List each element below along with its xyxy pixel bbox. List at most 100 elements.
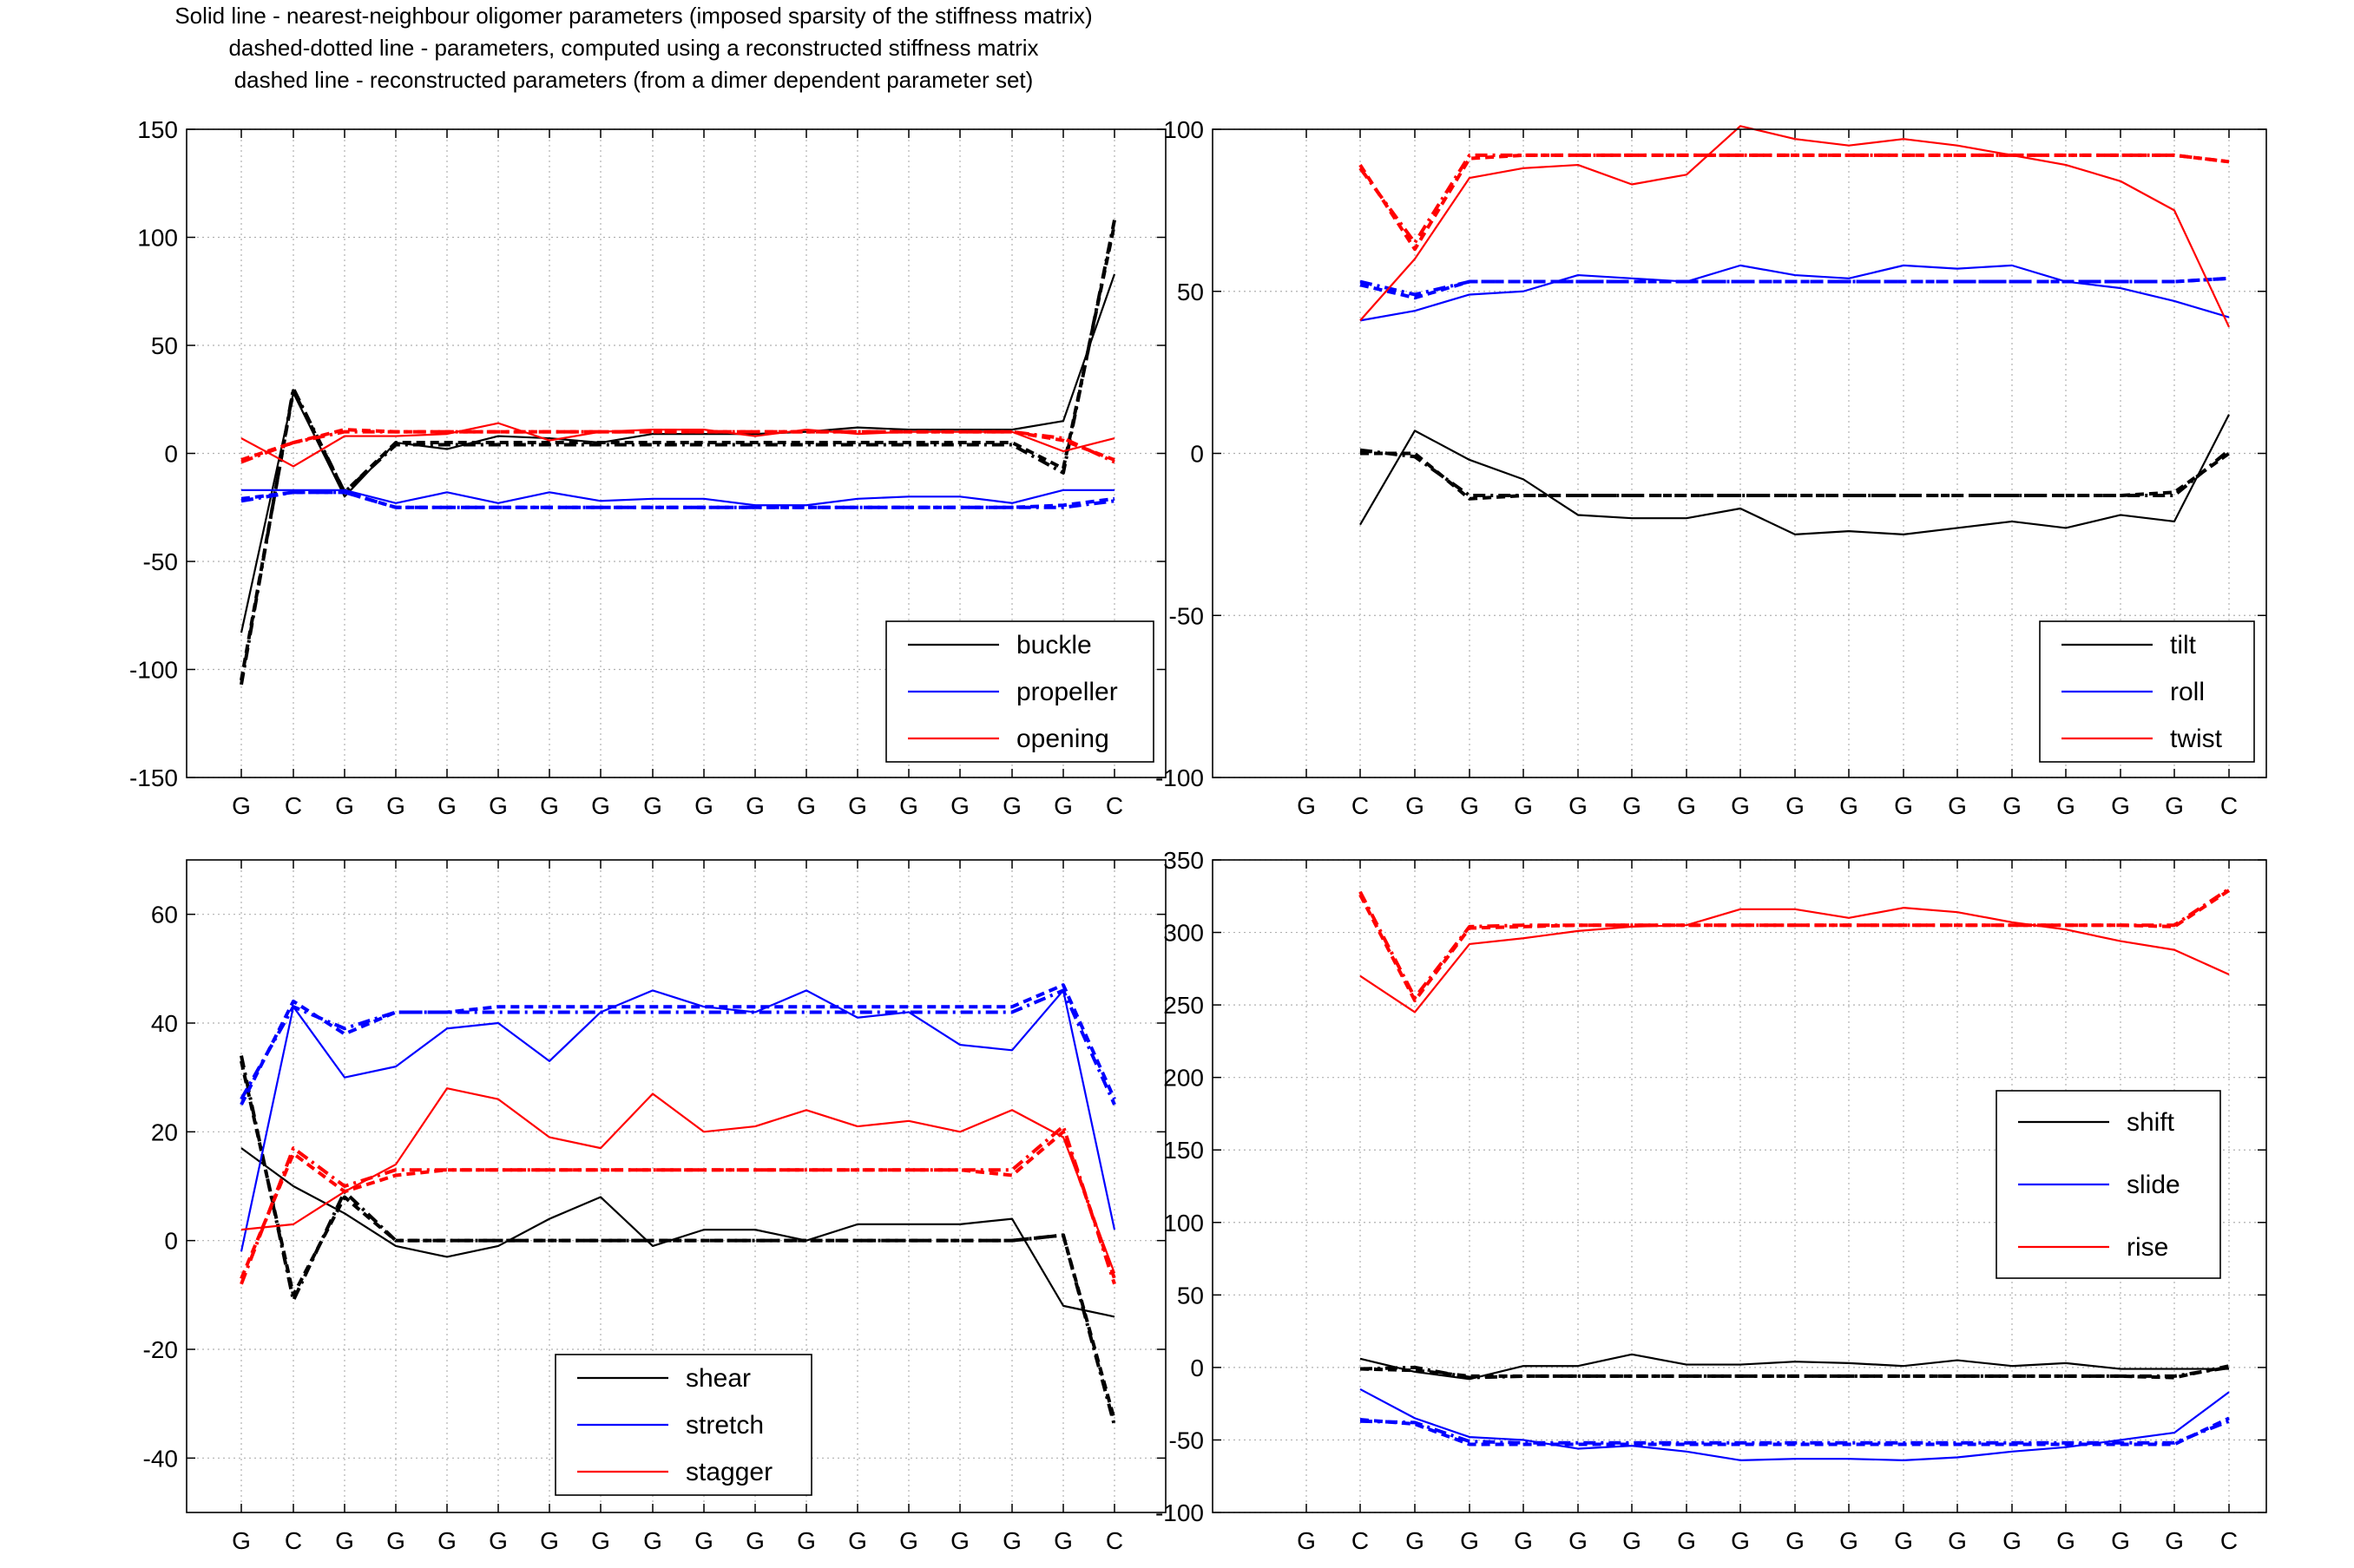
x-tick-label: C — [2220, 1527, 2238, 1554]
legend-label-opening: opening — [1016, 725, 1109, 753]
x-tick-label: G — [2002, 792, 2022, 819]
x-tick-label: G — [643, 1527, 662, 1554]
y-tick-label: -50 — [1169, 602, 1204, 629]
series-shear-dashdot — [240, 1055, 1116, 1427]
y-tick-label: -40 — [143, 1445, 178, 1472]
y-tick-label: -100 — [1155, 764, 1204, 791]
x-tick-label: G — [694, 792, 713, 819]
x-tick-label: G — [746, 792, 765, 819]
y-tick-label: 350 — [1163, 847, 1204, 874]
axes-frame — [1212, 859, 2267, 1513]
legend-label-shear: shear — [686, 1364, 751, 1393]
x-tick-label: G — [1622, 792, 1641, 819]
x-tick-label: G — [1894, 1527, 1913, 1554]
x-tick-label: G — [1948, 792, 1967, 819]
x-tick-label: G — [848, 1527, 867, 1554]
x-tick-label: G — [489, 792, 508, 819]
x-tick-label: G — [1839, 1527, 1858, 1554]
x-tick-label: G — [950, 1527, 970, 1554]
x-tick-label: G — [1785, 1527, 1805, 1554]
series-buckle-dashdot — [240, 220, 1116, 686]
x-tick-label: G — [2002, 1527, 2022, 1554]
x-tick-label: G — [1297, 792, 1316, 819]
legend-label-twist: twist — [2170, 725, 2223, 753]
x-tick-label: G — [2111, 792, 2130, 819]
series-slide-dashdot — [1359, 1419, 2230, 1445]
x-tick-label: G — [232, 1527, 251, 1554]
x-tick-label: G — [386, 1527, 405, 1554]
y-tick-label: 50 — [1177, 1282, 1204, 1309]
figure-title: Solid line - nearest-neighbour oligomer … — [0, 0, 1267, 96]
x-tick-label: G — [1948, 1527, 1967, 1554]
x-tick-label: G — [489, 1527, 508, 1554]
legend-label-stagger: stagger — [686, 1458, 773, 1486]
legend: buckle propeller opening — [885, 620, 1154, 763]
series-stretch-dashdot — [240, 988, 1116, 1105]
series-rise-dashdot — [1358, 887, 2231, 1000]
y-tick-label: 100 — [1163, 1210, 1204, 1237]
x-tick-label: C — [1351, 1527, 1369, 1554]
y-tick-label: 0 — [1190, 441, 1204, 468]
x-tick-label: G — [1894, 792, 1913, 819]
y-tick-label: 300 — [1163, 920, 1204, 947]
x-tick-label: G — [848, 792, 867, 819]
y-tick-label: 50 — [151, 332, 178, 359]
x-tick-label: C — [1351, 792, 1369, 819]
x-tick-label: G — [1568, 1527, 1588, 1554]
x-tick-label: G — [2165, 792, 2184, 819]
y-tick-label: 150 — [137, 116, 178, 143]
y-tick-label: -150 — [129, 764, 178, 791]
x-tick-label: G — [1731, 1527, 1750, 1554]
y-tick-label: 150 — [1163, 1137, 1204, 1164]
x-tick-label: G — [643, 792, 662, 819]
y-tick-label: 250 — [1163, 992, 1204, 1019]
x-tick-label: G — [437, 792, 457, 819]
x-tick-label: G — [1460, 792, 1479, 819]
legend: tilt roll twist — [2039, 620, 2255, 763]
legend: shift slide rise — [1996, 1090, 2221, 1279]
title-line-solid: Solid line - nearest-neighbour oligomer … — [174, 3, 1093, 29]
y-tick-label: 0 — [164, 1228, 178, 1255]
legend-label-tilt: tilt — [2170, 631, 2197, 659]
panel-buckle-propeller-opening: G C G G G G G G G G G G G G G G G C -150 -100 -50 0 50 100 150 bu… — [129, 116, 1167, 819]
x-tick-label: G — [2056, 792, 2075, 819]
series-stretch-solid — [240, 989, 1116, 1252]
series-twist-dashdot — [1358, 153, 2230, 245]
series-buckle-solid — [240, 273, 1116, 633]
x-tick-label: G — [1622, 1527, 1641, 1554]
panel-shift-slide-rise: G C G G G G G G G G G G G G G G G C -100 -50 0 50 100 150 200 250… — [1155, 847, 2267, 1554]
y-tick-label: 0 — [164, 441, 178, 468]
series-propeller-dashdot — [240, 490, 1115, 509]
x-tick-label: G — [540, 1527, 559, 1554]
x-tick-label: G — [2165, 1527, 2184, 1554]
legend-label-slide: slide — [2127, 1171, 2180, 1199]
x-tick-label: C — [1106, 792, 1123, 819]
y-tick-label: -50 — [1169, 1427, 1204, 1453]
x-tick-label: G — [899, 792, 918, 819]
x-tick-label: G — [335, 1527, 354, 1554]
x-tick-label: G — [2056, 1527, 2075, 1554]
y-tick-label: 100 — [137, 225, 178, 252]
x-tick-label: G — [1514, 792, 1533, 819]
y-tick-label: -20 — [143, 1336, 178, 1363]
x-tick-label: G — [1003, 792, 1022, 819]
y-tick-label: -100 — [1155, 1499, 1204, 1526]
series-roll-solid — [1359, 264, 2230, 322]
x-tick-label: G — [1785, 792, 1805, 819]
y-tick-label: -50 — [143, 548, 178, 575]
y-tick-label: 20 — [151, 1119, 178, 1145]
x-tick-label: G — [1054, 792, 1073, 819]
series-shift-dashdot — [1359, 1365, 2230, 1380]
axes-frame — [186, 128, 1167, 778]
x-tick-label: G — [1460, 1527, 1479, 1554]
y-tick-label: 200 — [1163, 1065, 1204, 1092]
x-tick-label: G — [2111, 1527, 2130, 1554]
y-tick-label: 100 — [1163, 116, 1204, 143]
series-stagger-dashdot — [240, 1125, 1116, 1285]
x-tick-label: G — [1405, 1527, 1424, 1554]
x-tick-label: G — [1514, 1527, 1533, 1554]
series-tilt-dashdot — [1359, 448, 2231, 498]
panel-shear-stretch-stagger: G C G G G G G G G G G G G G G G G C -40 -20 0 20 40 60 shear stre… — [143, 859, 1167, 1554]
x-tick-label: G — [797, 1527, 816, 1554]
x-tick-label: G — [1568, 792, 1588, 819]
